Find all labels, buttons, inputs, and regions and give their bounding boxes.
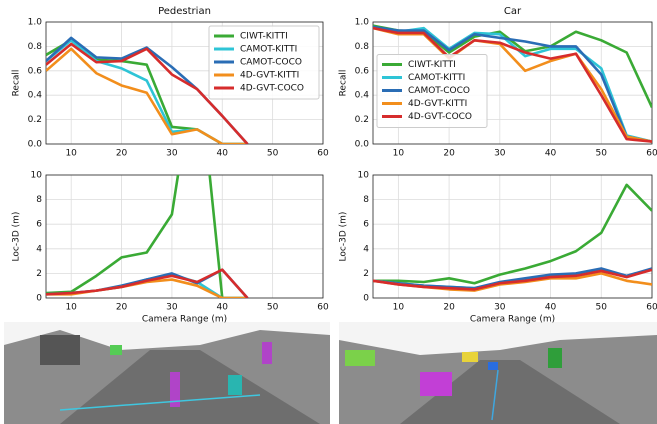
y-tick-label: 4 bbox=[363, 244, 369, 254]
y-tick-label: 1.0 bbox=[28, 18, 43, 28]
legend: CIWT-KITTI CAMOT-KITTI CAMOT-COCO 4D-GVT-KI… bbox=[377, 55, 487, 128]
x-tick-label: 60 bbox=[646, 303, 657, 313]
y-tick-label: 2 bbox=[36, 269, 42, 279]
chart-panel: 0.0 0.2 0.4 0.6 0.8 1.0 10 20 30 40 50 60 Pedestrian… bbox=[12, 6, 329, 159]
x-axis-label: Camera Range (m) bbox=[470, 315, 555, 325]
x-tick-label: 50 bbox=[596, 149, 608, 159]
y-axis-label: Recall bbox=[339, 70, 349, 97]
y-tick-label: 0 bbox=[363, 294, 369, 304]
y-tick-label: 0.6 bbox=[355, 66, 370, 76]
y-tick-label: 4 bbox=[36, 244, 42, 254]
x-tick-label: 10 bbox=[65, 303, 77, 313]
y-tick-label: 0.8 bbox=[28, 42, 43, 52]
x-tick-label: 50 bbox=[267, 149, 279, 159]
x-tick-label: 60 bbox=[646, 149, 657, 159]
x-tick-label: 10 bbox=[65, 149, 77, 159]
y-tick-label: 0.4 bbox=[355, 91, 370, 101]
x-tick-label: 50 bbox=[267, 303, 279, 313]
y-tick-label: 0.2 bbox=[28, 115, 42, 125]
legend-label: 4D-GVT-COCO bbox=[408, 112, 472, 122]
y-tick-label: 6 bbox=[363, 220, 369, 230]
legend-label: CAMOT-COCO bbox=[408, 86, 470, 96]
y-tick-label: 0.0 bbox=[355, 140, 370, 150]
x-tick-label: 40 bbox=[545, 303, 557, 313]
y-tick-label: 0.0 bbox=[28, 140, 43, 150]
y-tick-label: 2 bbox=[363, 269, 369, 279]
y-tick-label: 0.2 bbox=[355, 115, 369, 125]
x-axis-label: Camera Range (m) bbox=[142, 315, 227, 325]
y-tick-label: 0.6 bbox=[28, 66, 43, 76]
legend-label: CAMOT-KITTI bbox=[408, 73, 465, 83]
legend-label: CIWT-KITTI bbox=[408, 60, 456, 70]
x-tick-label: 30 bbox=[166, 149, 178, 159]
x-tick-label: 20 bbox=[443, 149, 455, 159]
x-tick-label: 60 bbox=[317, 303, 329, 313]
x-tick-label: 30 bbox=[494, 149, 506, 159]
chart-panel: 0.0 0.2 0.4 0.6 0.8 1.0 10 20 30 40 50 60 Car Recall C… bbox=[339, 6, 657, 159]
scene-photo bbox=[339, 322, 657, 424]
x-tick-label: 10 bbox=[393, 303, 405, 313]
legend-label: CAMOT-KITTI bbox=[240, 45, 297, 55]
x-tick-label: 20 bbox=[116, 303, 128, 313]
y-tick-label: 8 bbox=[363, 195, 369, 205]
y-tick-label: 1.0 bbox=[355, 18, 370, 28]
y-tick-label: 10 bbox=[31, 171, 43, 181]
legend-label: CIWT-KITTI bbox=[240, 32, 288, 42]
x-tick-label: 20 bbox=[116, 149, 128, 159]
x-tick-label: 50 bbox=[596, 303, 608, 313]
chart-title: Car bbox=[504, 6, 522, 17]
figure: 0.00.20.40.60.81.0102030405060Pedestrian… bbox=[0, 0, 657, 424]
y-axis-label: Loc-3D (m) bbox=[12, 212, 22, 262]
y-tick-label: 8 bbox=[36, 195, 42, 205]
y-tick-label: 0 bbox=[36, 294, 42, 304]
y-tick-label: 0.8 bbox=[355, 42, 370, 52]
legend-label: 4D-GVT-KITTI bbox=[240, 71, 299, 81]
x-tick-label: 40 bbox=[217, 303, 229, 313]
y-tick-label: 0.4 bbox=[28, 91, 43, 101]
x-tick-label: 60 bbox=[317, 149, 329, 159]
x-tick-label: 20 bbox=[443, 303, 455, 313]
y-axis-label: Recall bbox=[12, 70, 22, 97]
legend-label: 4D-GVT-COCO bbox=[240, 84, 304, 94]
y-tick-label: 6 bbox=[36, 220, 42, 230]
legend-label: CAMOT-COCO bbox=[240, 58, 302, 68]
chart-title: Pedestrian bbox=[158, 6, 211, 17]
chart-panel: 0 2 4 6 8 10 10 20 30 40 50 60 Loc-3D (m) Camera Rang… bbox=[339, 171, 657, 325]
x-tick-label: 30 bbox=[166, 303, 178, 313]
scene-photo bbox=[4, 322, 330, 424]
legend-label: 4D-GVT-KITTI bbox=[408, 99, 467, 109]
x-tick-label: 30 bbox=[494, 303, 506, 313]
y-tick-label: 10 bbox=[358, 171, 370, 181]
x-tick-label: 40 bbox=[545, 149, 557, 159]
y-axis-label: Loc-3D (m) bbox=[339, 212, 349, 262]
x-tick-label: 40 bbox=[217, 149, 229, 159]
legend: CIWT-KITTI CAMOT-KITTI CAMOT-COCO 4D-GVT-KI… bbox=[209, 26, 319, 99]
x-tick-label: 10 bbox=[393, 149, 405, 159]
